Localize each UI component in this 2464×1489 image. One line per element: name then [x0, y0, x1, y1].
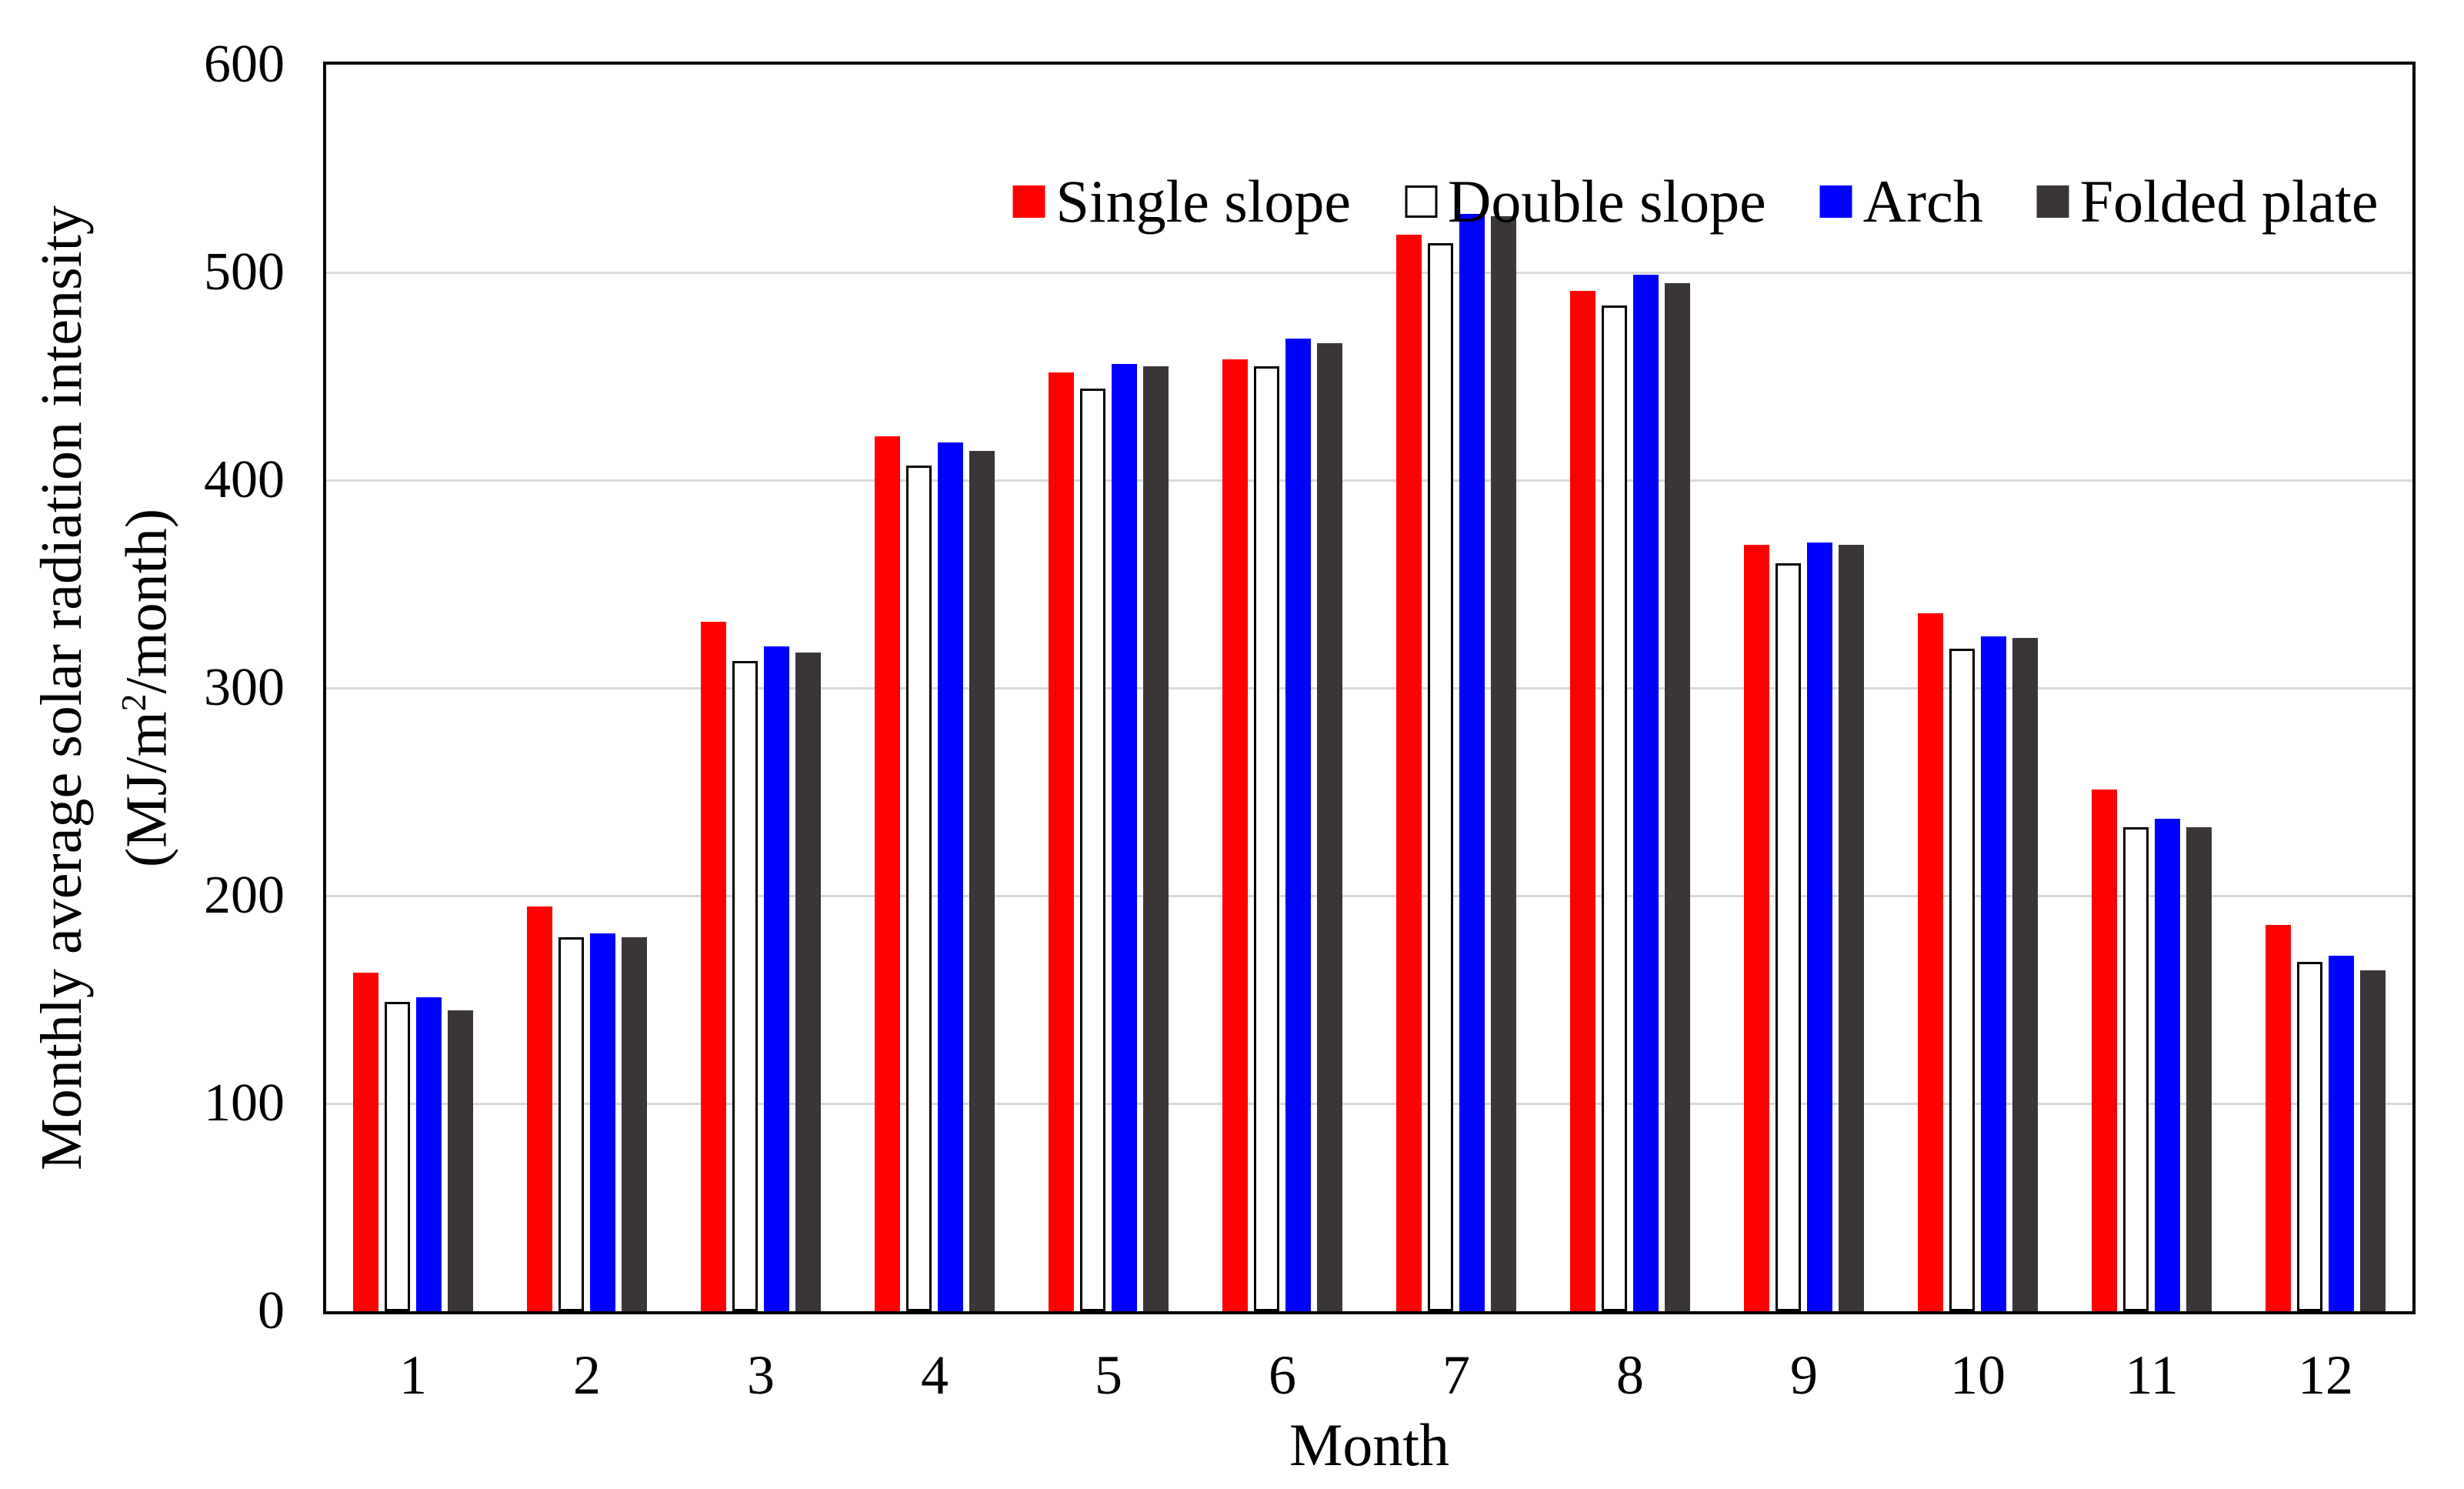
bar-month6-single-slope — [1222, 359, 1248, 1311]
x-axis-title: Month — [1289, 1411, 1450, 1478]
bar-month12-double-slope — [2297, 962, 2322, 1311]
bar-month8-folded-plate — [1665, 282, 1690, 1311]
bar-month12-arch — [2329, 956, 2354, 1311]
bar-month11-folded-plate — [2186, 826, 2212, 1311]
y-tick-label-200: 200 — [204, 866, 285, 925]
x-tick-label-2: 2 — [573, 1344, 601, 1406]
legend-item-single-slope: Single slope — [1012, 168, 1352, 235]
x-tick-label-3: 3 — [747, 1344, 775, 1406]
x-tick-label-11: 11 — [2125, 1344, 2179, 1406]
bar-month1-arch — [416, 997, 442, 1311]
bar-month8-arch — [1633, 274, 1659, 1311]
x-tick-label-7: 7 — [1442, 1344, 1470, 1406]
bar-month10-arch — [1981, 636, 2006, 1311]
bar-month7-folded-plate — [1491, 216, 1516, 1311]
bar-month10-folded-plate — [2012, 638, 2038, 1311]
x-tick-label-5: 5 — [1095, 1344, 1122, 1406]
bar-month6-arch — [1285, 339, 1311, 1311]
bar-month3-single-slope — [701, 621, 726, 1311]
legend-swatch-icon — [1405, 185, 1438, 218]
legend-item-folded-plate: Folded plate — [2036, 168, 2379, 235]
x-tick-label-12: 12 — [2298, 1344, 2353, 1406]
gridline-500 — [326, 271, 2412, 274]
bar-month7-single-slope — [1396, 235, 1422, 1311]
bar-month1-double-slope — [385, 1001, 410, 1311]
bar-month12-folded-plate — [2360, 970, 2386, 1311]
bar-month4-arch — [938, 442, 963, 1311]
bar-month9-folded-plate — [1839, 544, 1864, 1311]
bar-month8-double-slope — [1602, 305, 1627, 1311]
bar-month7-arch — [1459, 214, 1485, 1311]
bar-month4-folded-plate — [969, 451, 995, 1311]
legend-swatch-icon — [1012, 185, 1045, 218]
legend-item-arch: Arch — [1819, 168, 1983, 235]
bar-month6-folded-plate — [1317, 342, 1342, 1311]
bar-month2-double-slope — [558, 937, 584, 1311]
x-tick-label-4: 4 — [921, 1344, 949, 1406]
bar-month1-folded-plate — [448, 1010, 473, 1311]
bar-month2-arch — [590, 933, 615, 1311]
bar-month2-single-slope — [527, 906, 552, 1311]
y-tick-label-0: 0 — [258, 1281, 285, 1340]
bar-month9-double-slope — [1775, 563, 1801, 1311]
gridline-300 — [326, 686, 2412, 689]
bar-month2-folded-plate — [622, 937, 647, 1311]
y-tick-label-100: 100 — [204, 1073, 285, 1133]
bar-month9-single-slope — [1744, 544, 1769, 1311]
x-tick-label-8: 8 — [1616, 1344, 1644, 1406]
x-tick-label-9: 9 — [1790, 1344, 1818, 1406]
bar-month11-single-slope — [2092, 790, 2117, 1311]
plot-area: Single slope Double slope Arch Folded plate — [323, 62, 2416, 1314]
legend-swatch-icon — [2036, 185, 2069, 218]
legend-label: Single slope — [1055, 168, 1352, 235]
bar-month3-arch — [764, 646, 789, 1311]
x-tick-label-10: 10 — [1950, 1344, 2006, 1406]
legend-label: Double slope — [1448, 168, 1766, 235]
bar-month4-single-slope — [875, 436, 900, 1311]
bar-month4-double-slope — [906, 466, 932, 1311]
legend: Single slope Double slope Arch Folded plate — [1012, 168, 2379, 235]
legend-swatch-icon — [1819, 185, 1852, 218]
y-tick-label-500: 500 — [204, 242, 285, 302]
bar-month12-single-slope — [2266, 924, 2291, 1311]
legend-item-double-slope: Double slope — [1405, 169, 1766, 234]
gridline-100 — [326, 1102, 2412, 1105]
bar-month3-double-slope — [732, 660, 758, 1311]
bar-month5-arch — [1112, 363, 1137, 1311]
bar-month1-single-slope — [353, 972, 378, 1311]
y-tick-label-600: 600 — [204, 35, 285, 94]
bar-month7-double-slope — [1428, 243, 1453, 1311]
legend-label: Arch — [1862, 168, 1983, 235]
legend-label: Folded plate — [2079, 168, 2379, 235]
x-tick-label-1: 1 — [399, 1344, 427, 1406]
bar-month10-double-slope — [1949, 648, 1975, 1311]
y-tick-label-400: 400 — [204, 450, 285, 509]
bar-month3-folded-plate — [795, 653, 821, 1311]
bar-month8-single-slope — [1570, 291, 1595, 1311]
bar-month5-folded-plate — [1143, 366, 1169, 1311]
gridline-200 — [326, 894, 2412, 897]
bar-month11-arch — [2155, 819, 2180, 1311]
bar-month5-single-slope — [1049, 372, 1074, 1311]
bar-month5-double-slope — [1080, 389, 1105, 1311]
bar-month10-single-slope — [1918, 613, 1943, 1311]
bar-month6-double-slope — [1254, 366, 1279, 1311]
bar-month9-arch — [1807, 543, 1832, 1311]
x-tick-label-6: 6 — [1269, 1344, 1296, 1406]
y-tick-label-300: 300 — [204, 658, 285, 717]
gridline-400 — [326, 479, 2412, 482]
bar-month11-double-slope — [2123, 826, 2149, 1311]
